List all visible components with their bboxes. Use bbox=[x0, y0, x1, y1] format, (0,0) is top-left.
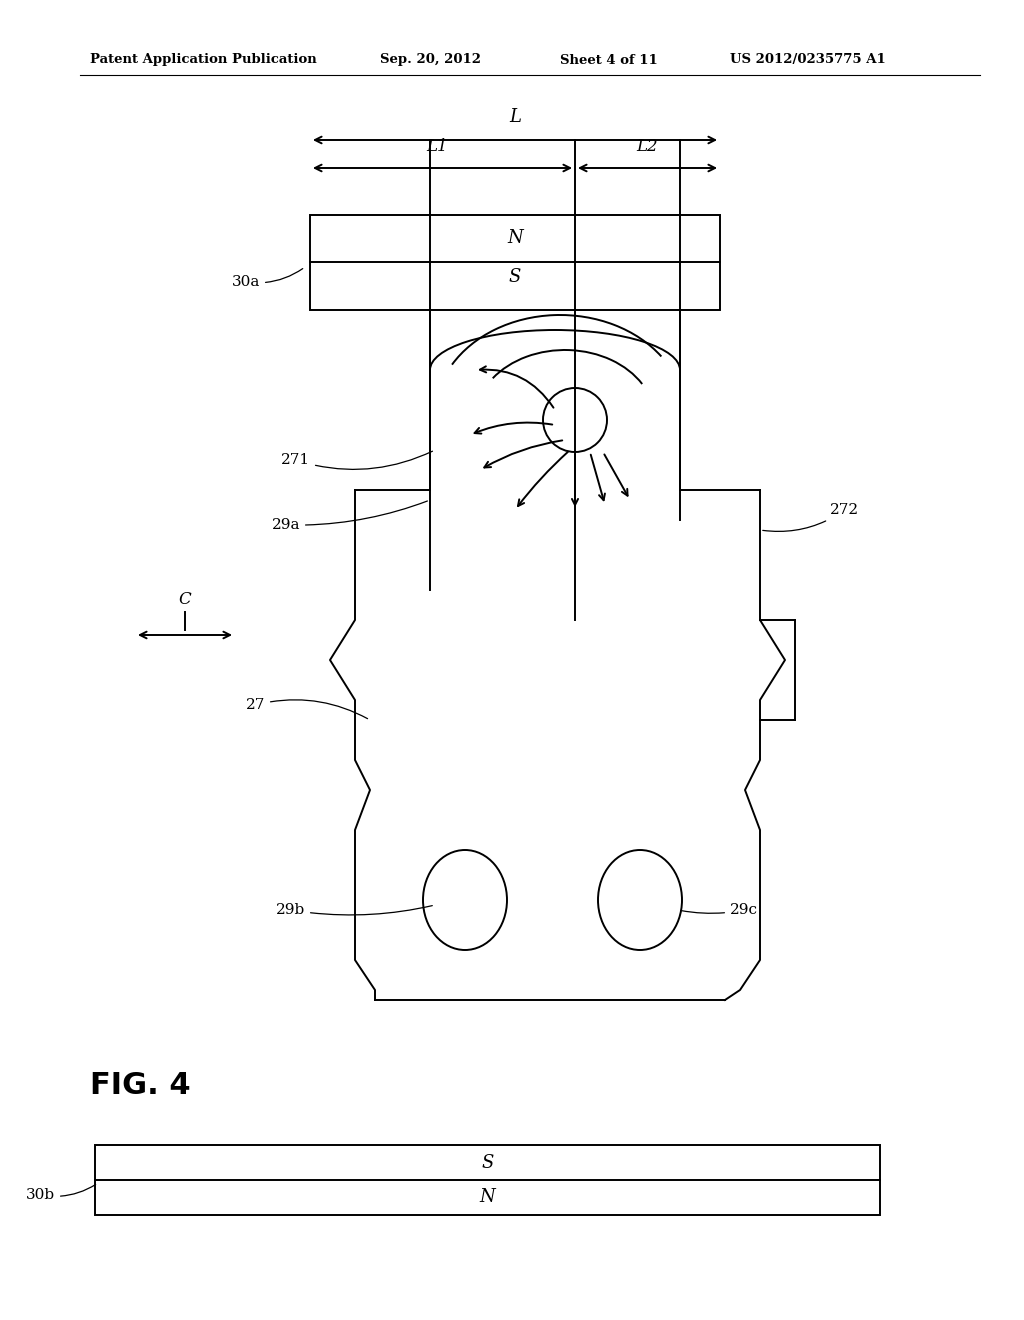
Text: 29c: 29c bbox=[681, 903, 758, 917]
Text: S: S bbox=[509, 268, 521, 286]
Text: FIG. 4: FIG. 4 bbox=[90, 1071, 190, 1100]
Bar bbox=[310, 215, 720, 310]
Text: 29a: 29a bbox=[271, 502, 427, 532]
Text: S: S bbox=[481, 1154, 494, 1172]
Text: 27: 27 bbox=[246, 698, 368, 718]
Text: 29b: 29b bbox=[275, 903, 432, 917]
Text: L2: L2 bbox=[637, 139, 658, 154]
Text: Sheet 4 of 11: Sheet 4 of 11 bbox=[560, 54, 657, 66]
Text: N: N bbox=[479, 1188, 496, 1206]
Text: 272: 272 bbox=[763, 503, 859, 532]
Text: 30b: 30b bbox=[26, 1184, 95, 1203]
Text: L1: L1 bbox=[427, 139, 449, 154]
Text: Patent Application Publication: Patent Application Publication bbox=[90, 54, 316, 66]
Text: Sep. 20, 2012: Sep. 20, 2012 bbox=[380, 54, 481, 66]
Text: 271: 271 bbox=[281, 451, 432, 470]
Text: 30a: 30a bbox=[231, 268, 303, 289]
Text: N: N bbox=[507, 228, 523, 247]
Text: L: L bbox=[509, 108, 521, 125]
Bar bbox=[95, 1144, 880, 1214]
Text: US 2012/0235775 A1: US 2012/0235775 A1 bbox=[730, 54, 886, 66]
Text: C: C bbox=[178, 591, 191, 609]
